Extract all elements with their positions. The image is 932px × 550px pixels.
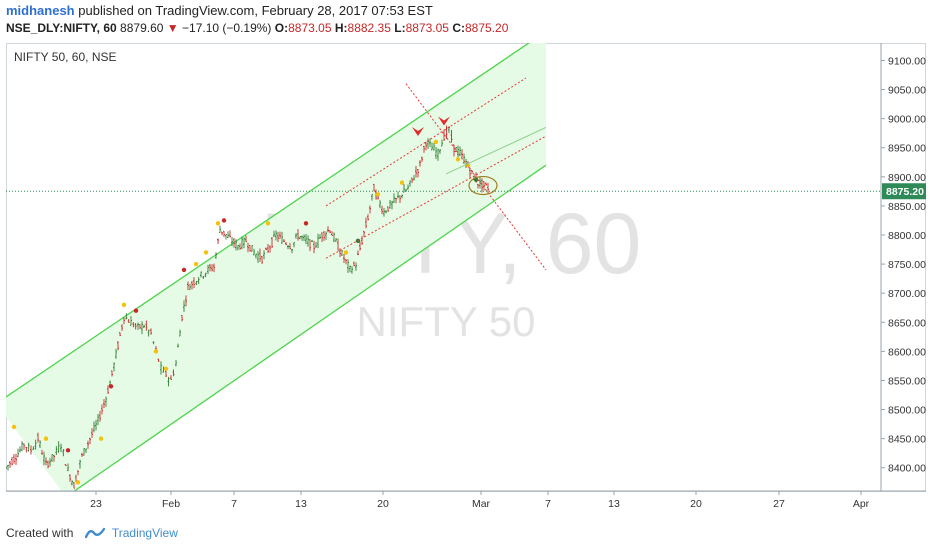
indicator-dot <box>265 221 271 226</box>
indicator-dot <box>455 157 461 162</box>
price-change: −17.10 (−0.19%) <box>182 21 272 35</box>
indicator-dot <box>343 250 349 255</box>
down-arrow-marker <box>412 127 424 136</box>
x-tick-label: 20 <box>690 498 702 510</box>
indicator-dot <box>98 436 104 441</box>
y-tick-label: 8800.00 <box>888 230 926 242</box>
publish-line: midhanesh published on TradingView.com, … <box>6 3 433 18</box>
indicator-dot <box>433 139 439 145</box>
author-link[interactable]: midhanesh <box>6 3 75 18</box>
y-tick-label: 8400.00 <box>888 463 926 475</box>
x-tick-label: 23 <box>90 498 102 510</box>
indicator-dot <box>399 180 405 185</box>
y-tick-label: 8450.00 <box>888 434 926 446</box>
y-tick-label: 8850.00 <box>888 201 926 213</box>
y-tick-label: 8500.00 <box>888 405 926 417</box>
indicator-dot <box>108 384 114 389</box>
low-label: L: <box>394 21 406 35</box>
x-tick-label: Apr <box>853 498 870 510</box>
indicator-dot <box>133 308 139 313</box>
high-label: H: <box>334 21 348 35</box>
inner-trend-lower <box>325 135 547 259</box>
price-chart[interactable]: NIFTY, 60 NIFTY 50 NIFTY 50, 60, NSE 9100.0… <box>6 43 926 513</box>
indicator-dot <box>221 218 227 223</box>
published-text: published on TradingView.com, February 2… <box>78 3 433 18</box>
indicator-dot <box>43 436 49 441</box>
x-tick-label: 7 <box>545 498 551 510</box>
y-tick-label: 8700.00 <box>888 288 926 300</box>
indicator-dot <box>375 192 381 197</box>
last-price: 8879.60 <box>120 21 164 35</box>
down-trend-line <box>405 83 547 271</box>
x-tick-label: 27 <box>773 498 785 510</box>
indicator-dot <box>203 250 209 255</box>
channel-lower-line <box>73 164 547 491</box>
x-tick-label: 13 <box>295 498 307 510</box>
legend-title: NIFTY 50, 60, NSE <box>14 50 117 64</box>
high-value: 8882.35 <box>347 21 391 35</box>
y-tick-label: 8950.00 <box>888 143 926 155</box>
watermark-name: NIFTY 50 <box>357 298 536 345</box>
indicator-dot <box>303 221 309 226</box>
open-label: O: <box>274 21 289 35</box>
indicator-dot <box>75 480 81 485</box>
price-badge <box>882 183 926 200</box>
y-tick-label: 9000.00 <box>888 114 926 126</box>
y-tick-label: 8550.00 <box>888 375 926 387</box>
indicator-dot <box>163 366 169 372</box>
channel-upper-line <box>6 43 530 398</box>
y-tick-label: 9050.00 <box>888 85 926 97</box>
tradingview-logo-icon <box>84 527 105 539</box>
ohlc-line: NSE_DLY:NIFTY, 60 8879.60 ▼ −17.10 (−0.1… <box>6 21 508 35</box>
indicator-dot <box>65 448 71 453</box>
indicator-dot <box>215 221 221 226</box>
open-value: 8873.05 <box>288 21 332 35</box>
x-tick-label: 7 <box>231 498 237 510</box>
candles <box>6 125 489 489</box>
indicator-dot <box>193 261 199 267</box>
down-arrow-icon: ▼ <box>166 21 179 35</box>
down-arrow-marker <box>438 116 450 126</box>
inner-trend-upper <box>325 77 527 207</box>
indicator-dot <box>11 424 17 430</box>
indicator-dot <box>181 267 187 273</box>
chart-header: midhanesh published on TradingView.com, … <box>0 0 932 40</box>
created-with-text: Created with <box>6 526 74 540</box>
close-label: C: <box>452 21 465 35</box>
x-tick-label: 13 <box>608 498 620 510</box>
indicator-dot <box>153 349 159 354</box>
low-value: 8873.05 <box>405 21 449 35</box>
y-tick-label: 8750.00 <box>888 259 926 271</box>
highlight-ellipse <box>468 175 498 196</box>
x-tick-label: 20 <box>377 498 389 510</box>
symbol-label: NSE_DLY:NIFTY, 60 <box>6 21 117 35</box>
y-tick-label: 8900.00 <box>888 172 926 184</box>
x-tick-label: Feb <box>162 498 180 510</box>
close-value: 8875.20 <box>464 21 509 35</box>
price-badge-label: 8875.20 <box>886 186 924 198</box>
footer: Created with TradingView <box>6 526 178 541</box>
y-tick-label: 9100.00 <box>888 55 926 67</box>
channel-fill <box>6 43 546 491</box>
y-tick-label: 8600.00 <box>888 346 926 358</box>
trend-extension-line <box>445 126 547 175</box>
x-tick-label: Mar <box>472 498 491 510</box>
y-tick-label: 8650.00 <box>888 317 926 329</box>
tradingview-brand-link[interactable]: TradingView <box>111 526 178 540</box>
indicator-dot <box>121 302 127 308</box>
